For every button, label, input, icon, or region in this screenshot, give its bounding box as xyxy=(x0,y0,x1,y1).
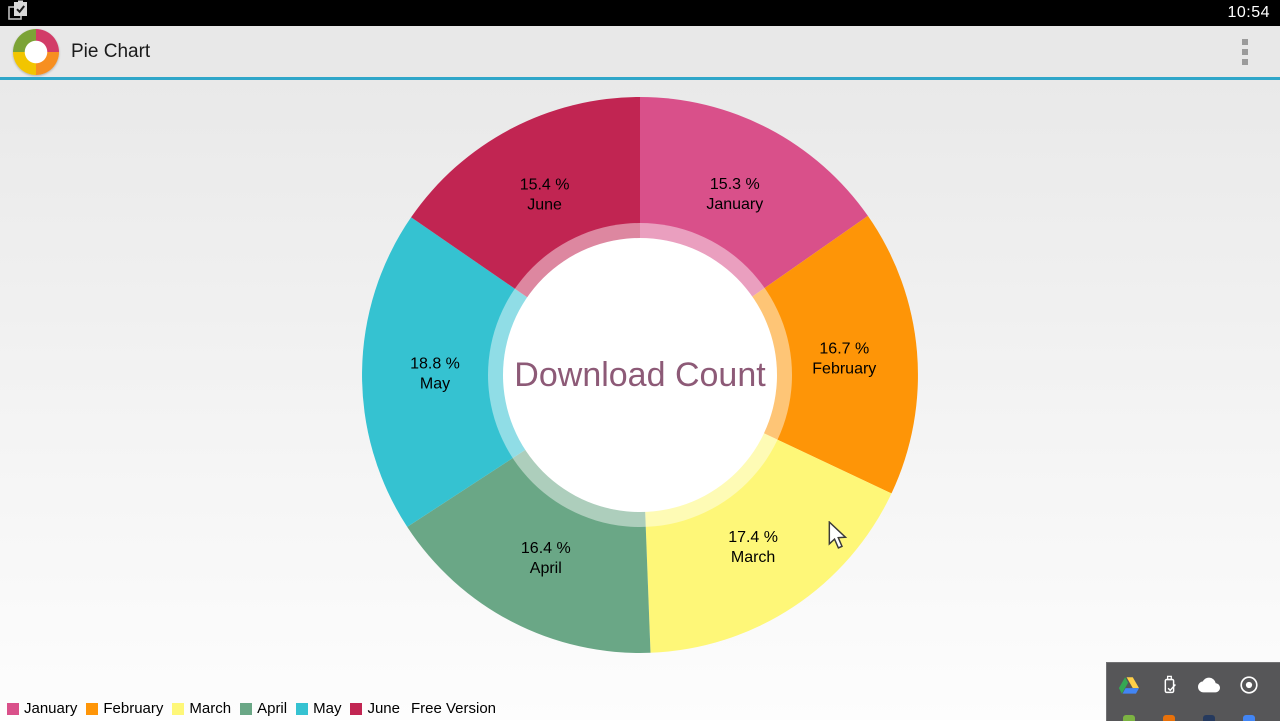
pie-slice-february[interactable] xyxy=(640,215,918,494)
pie-chart-logo-icon xyxy=(13,28,59,75)
legend-label: May xyxy=(313,700,342,717)
cloud-icon[interactable] xyxy=(1197,673,1221,697)
clipboard-check-icon xyxy=(6,0,30,28)
legend-item-june: June xyxy=(350,700,400,717)
action-bar: Pie Chart xyxy=(0,26,1280,77)
overflow-menu-button[interactable] xyxy=(1236,33,1254,71)
google-drive-icon[interactable] xyxy=(1117,673,1141,697)
slice-label-june: 15.4 % June xyxy=(520,177,570,214)
actionbar-accent-divider xyxy=(0,77,1280,80)
overflow-menu-icon xyxy=(1242,38,1248,45)
legend-swatch-may xyxy=(296,702,309,715)
legend-extra-label: Free Version xyxy=(410,700,497,717)
legend-label: April xyxy=(257,700,288,717)
usb-drive-icon[interactable] xyxy=(1157,673,1181,697)
legend-swatch-june xyxy=(350,702,363,715)
legend-swatch-april xyxy=(240,702,253,715)
record-icon[interactable] xyxy=(1237,673,1261,697)
legend-label: February xyxy=(103,700,164,717)
legend-swatch-march xyxy=(172,702,185,715)
legend-swatch-january xyxy=(7,702,19,715)
legend-swatch-february xyxy=(86,702,99,715)
tray-partial-row xyxy=(1107,715,1255,721)
page-title: Pie Chart xyxy=(71,40,151,62)
tray-partial-icon xyxy=(1123,715,1135,721)
slice-label-march: 17.4 % March xyxy=(728,529,778,566)
legend-item-march: March xyxy=(172,700,231,717)
legend-item-may: May xyxy=(296,700,341,717)
legend-label: January xyxy=(24,700,78,717)
center-text: Download Count xyxy=(514,356,766,394)
slice-label-february: 16.7 % February xyxy=(812,341,876,378)
legend-item-january: January xyxy=(7,700,77,717)
tray-partial-icon xyxy=(1203,715,1215,721)
chart-legend: January February March April May June Free Ver… xyxy=(7,700,496,717)
legend-item-february: February xyxy=(86,700,163,717)
pie-slice-may[interactable] xyxy=(362,217,640,527)
pie-hole xyxy=(503,238,777,512)
slice-label-january: 15.3 % January xyxy=(706,176,763,213)
slice-label-april: 16.4 % April xyxy=(521,540,571,577)
tray-panel xyxy=(1106,662,1280,721)
slice-label-may: 18.8 % May xyxy=(410,355,460,392)
legend-item-april: April xyxy=(240,700,287,717)
tray-partial-icon xyxy=(1243,715,1255,721)
tray-partial-icon xyxy=(1163,715,1175,721)
legend-label: June xyxy=(367,700,400,717)
status-clock: 10:54 xyxy=(1227,4,1270,21)
legend-label: March xyxy=(189,700,232,717)
status-bar: 10:54 xyxy=(0,0,1280,26)
